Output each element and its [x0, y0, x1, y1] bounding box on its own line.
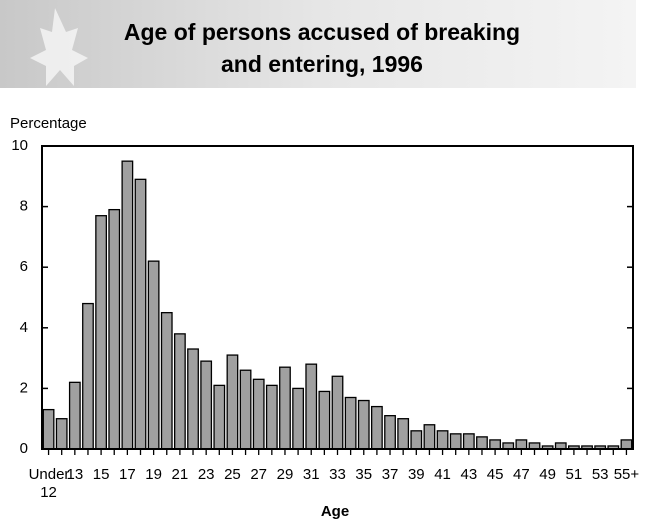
bar [279, 366, 291, 450]
y-axis-label: Percentage [10, 115, 87, 132]
bar [318, 390, 331, 450]
x-tick-label: 23 [197, 466, 215, 483]
bar [397, 418, 410, 450]
x-tick-label: 47 [513, 466, 530, 483]
chart-title: Age of persons accused of breaking [124, 19, 520, 45]
x-tick-label: 39 [407, 466, 425, 483]
bar [357, 399, 370, 450]
x-tick-label: 15 [92, 466, 110, 483]
bar [384, 415, 396, 450]
y-tick-label: 10 [11, 137, 28, 154]
bar [489, 439, 502, 450]
x-tick-label: 49 [539, 466, 556, 483]
x-tick-label: 35 [355, 466, 373, 483]
x-tick-label: 17 [119, 466, 136, 483]
x-tick-label: 43 [460, 466, 478, 483]
bar [449, 433, 462, 450]
bar [42, 408, 55, 450]
y-tick-label: 0 [20, 440, 28, 457]
x-tick-label: 45 [486, 466, 504, 483]
x-tick-label: 29 [276, 466, 294, 483]
x-axis-label: Age [321, 503, 349, 520]
x-tick-label: 41 [434, 466, 451, 483]
bar [423, 424, 436, 450]
x-tick-label: 31 [302, 466, 320, 483]
bar [476, 436, 488, 450]
bar [147, 260, 160, 450]
bar [344, 396, 357, 450]
y-tick-label: 4 [20, 319, 28, 336]
bar [226, 354, 239, 450]
x-tick-label: 37 [381, 466, 399, 483]
y-tick-label: 6 [20, 258, 28, 275]
bar [121, 160, 134, 450]
bar [213, 384, 226, 450]
x-tick-label: 19 [145, 466, 162, 483]
bar [620, 439, 633, 450]
bar [515, 439, 528, 450]
bar [331, 375, 344, 450]
bar [108, 208, 121, 450]
y-tick-label: 2 [20, 379, 28, 396]
bar [82, 302, 94, 450]
bar [305, 363, 318, 450]
x-tick-label: 21 [171, 466, 189, 483]
bar [134, 178, 147, 450]
x-tick-label: 33 [329, 466, 346, 483]
x-tick-label: 53 [591, 466, 609, 483]
banner [0, 0, 636, 88]
logo [30, 8, 88, 86]
bar [173, 333, 186, 450]
x-tick-label: 13 [66, 466, 84, 483]
chart-title: and entering, 1996 [221, 51, 423, 77]
y-tick-label: 8 [20, 198, 28, 215]
bar [68, 381, 81, 450]
bar [200, 360, 213, 450]
bar [436, 430, 449, 450]
bar [187, 348, 199, 450]
bar [239, 369, 252, 450]
bar [252, 378, 265, 450]
bar [292, 387, 305, 450]
bar [55, 418, 68, 450]
x-tick-label: 27 [250, 466, 268, 483]
bar [95, 215, 108, 450]
plot-frame [41, 145, 634, 450]
bar [265, 384, 278, 450]
bar [160, 311, 173, 450]
bar [370, 405, 383, 450]
x-tick-label: 55+ [613, 466, 640, 483]
x-tick-label: Under 12 [28, 466, 70, 501]
bar [410, 430, 423, 450]
bar [462, 433, 475, 450]
x-tick-label: 25 [224, 466, 241, 483]
x-tick-label: 51 [565, 466, 583, 483]
